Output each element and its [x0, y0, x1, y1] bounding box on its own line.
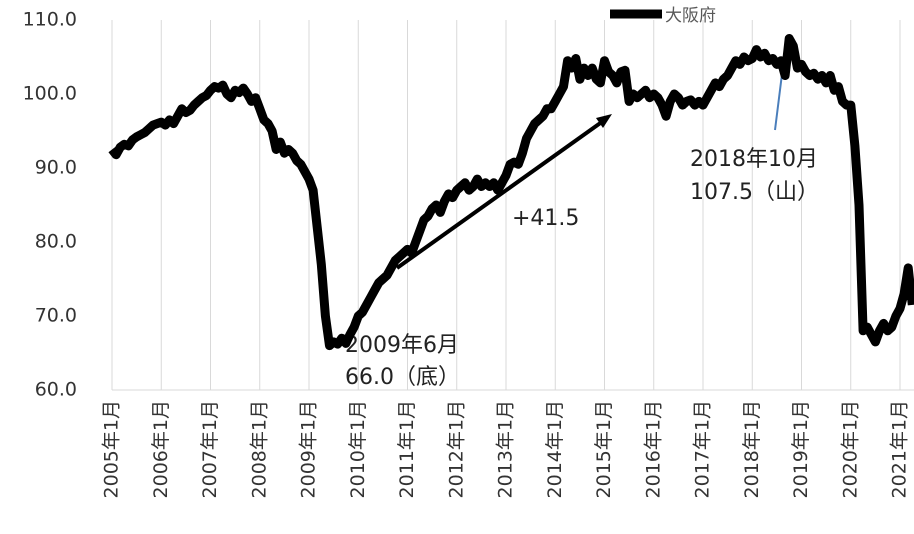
annotation: +41.5 [512, 206, 579, 231]
x-tick-label: 2016年1月 [642, 400, 664, 498]
arrow-head [596, 114, 612, 128]
annotation: 2009年6月 [345, 333, 459, 358]
x-tick-label: 2010年1月 [347, 400, 369, 498]
series-line [108, 34, 914, 351]
x-tick-label: 2015年1月 [593, 400, 615, 498]
x-tick-label: 2005年1月 [101, 400, 123, 498]
x-tick-label: 2013年1月 [495, 400, 517, 498]
x-tick-label: 2012年1月 [445, 400, 467, 498]
trend-arrow [395, 117, 608, 270]
y-tick-label: 110.0 [23, 9, 77, 31]
x-tick-label: 2017年1月 [692, 400, 714, 498]
annotation: 66.0（底） [345, 365, 460, 390]
x-tick-label: 2018年1月 [741, 400, 763, 498]
legend-label: 大阪府 [665, 6, 716, 26]
y-tick-label: 100.0 [23, 83, 77, 105]
y-tick-label: 90.0 [35, 157, 77, 179]
x-tick-label: 2011年1月 [396, 400, 418, 498]
x-tick-label: 2009年1月 [298, 400, 320, 498]
y-tick-label: 80.0 [35, 231, 77, 253]
x-tick-label: 2020年1月 [839, 400, 861, 498]
x-tick-label: 2019年1月 [790, 400, 812, 498]
annotation: 2018年10月 [690, 147, 818, 172]
y-tick-label: 60.0 [35, 379, 77, 401]
x-tick-label: 2008年1月 [248, 400, 270, 498]
x-tick-label: 2021年1月 [889, 400, 911, 498]
annotation: 107.5（山） [690, 180, 819, 205]
x-tick-label: 2007年1月 [199, 400, 221, 498]
x-tick-label: 2006年1月 [150, 400, 172, 498]
x-tick-label: 2014年1月 [544, 400, 566, 498]
y-tick-label: 70.0 [35, 305, 77, 327]
